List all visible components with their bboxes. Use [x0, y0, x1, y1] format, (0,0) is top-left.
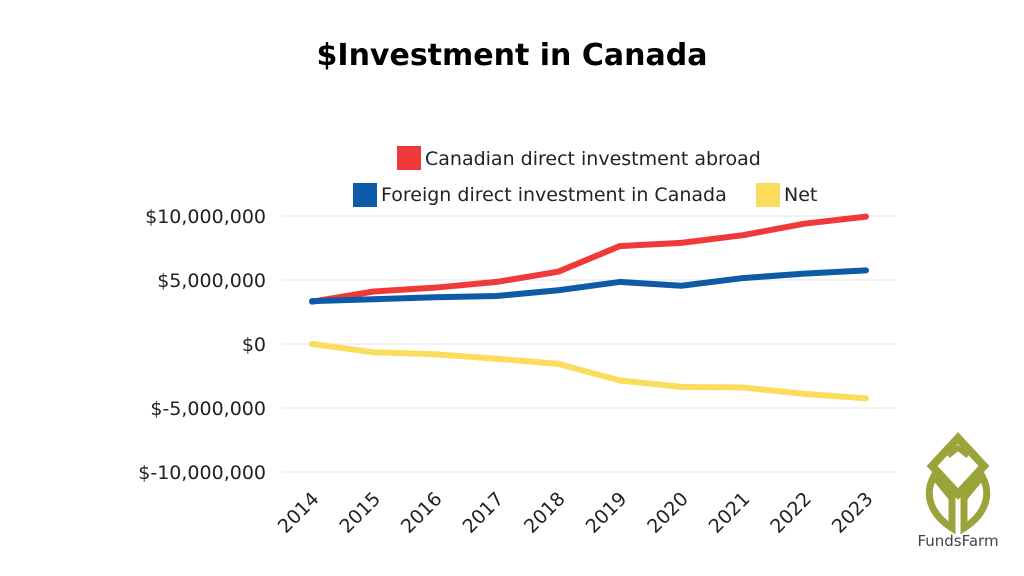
x-tick-label: 2016	[397, 488, 447, 538]
x-tick-label: 2023	[828, 488, 878, 538]
y-tick-label: $5,000,000	[157, 270, 266, 292]
series-line-canadian-direct-investment-abroad	[309, 213, 869, 305]
series-line-foreign-direct-investment-in-canada	[309, 267, 869, 305]
y-tick-label: $-10,000,000	[138, 462, 266, 484]
legend: Canadian direct investment abroad Foreign…	[353, 146, 817, 207]
legend-label: Canadian direct investment abroad	[425, 148, 761, 170]
legend-label: Net	[784, 184, 817, 206]
y-axis: $10,000,000 $5,000,000 $0 $-5,000,000 $-10,0…	[138, 206, 266, 484]
x-tick-label: 2015	[335, 488, 385, 538]
chart-title: $Investment in Canada	[316, 38, 708, 73]
legend-swatch	[353, 183, 377, 207]
x-axis: 2014 2015 2016 2017 2018 2019 2020 2021 2022 2023	[274, 488, 878, 538]
series-group	[309, 213, 869, 402]
x-tick-label: 2022	[766, 488, 816, 538]
x-tick-label: 2014	[274, 488, 324, 538]
legend-swatch	[397, 146, 421, 170]
y-tick-label: $10,000,000	[145, 206, 266, 228]
legend-label: Foreign direct investment in Canada	[381, 184, 727, 206]
x-tick-label: 2020	[643, 488, 693, 538]
x-tick-label: 2019	[582, 488, 632, 538]
y-tick-label: $-5,000,000	[150, 398, 266, 420]
series-line-net	[309, 341, 869, 402]
x-tick-label: 2017	[458, 488, 508, 538]
leaf-logo-icon	[925, 432, 991, 535]
grid	[282, 215, 895, 473]
x-tick-label: 2021	[705, 488, 755, 538]
legend-swatch	[756, 183, 780, 207]
x-tick-label: 2018	[520, 488, 570, 538]
brand-logo: FundsFarm	[917, 432, 999, 550]
y-tick-label: $0	[242, 334, 266, 356]
brand-name: FundsFarm	[917, 532, 998, 550]
